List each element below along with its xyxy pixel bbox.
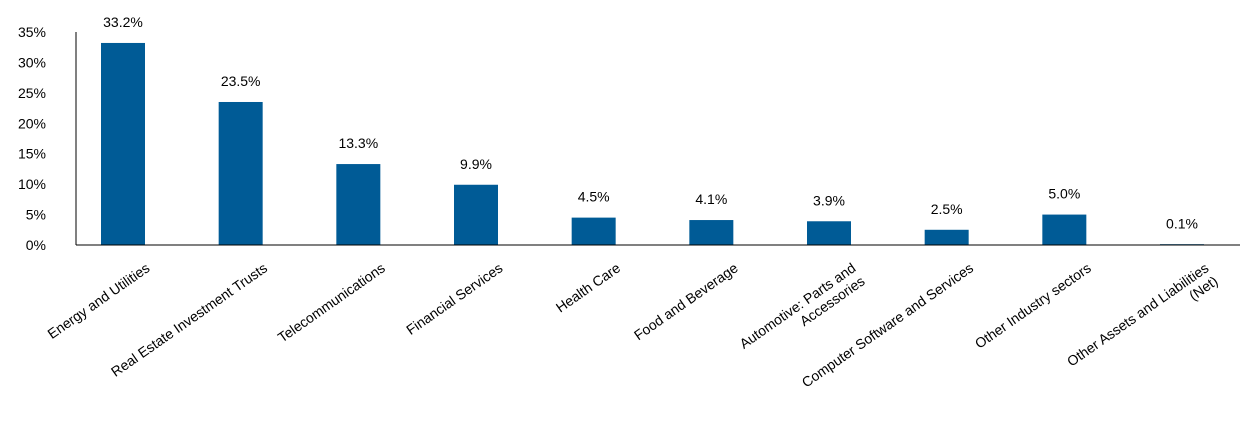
x-category-label-line: Energy and Utilities bbox=[44, 260, 152, 342]
bar bbox=[571, 217, 616, 245]
bar-data-label: 33.2% bbox=[103, 14, 143, 30]
x-category-label-line: Automotive: Parts and bbox=[736, 260, 858, 352]
y-tick-label: 0% bbox=[26, 237, 46, 253]
x-category-label: Other Industry sectors bbox=[972, 260, 1094, 352]
bar bbox=[689, 220, 734, 245]
bar bbox=[101, 42, 145, 245]
bar-data-label: 23.5% bbox=[221, 73, 261, 89]
y-tick-label: 5% bbox=[26, 207, 46, 223]
bar bbox=[336, 164, 381, 245]
bars bbox=[101, 42, 1204, 245]
bar-data-label: 5.0% bbox=[1048, 186, 1080, 202]
x-category-label: Financial Services bbox=[403, 260, 505, 338]
bar-data-label: 9.9% bbox=[460, 156, 492, 172]
bar bbox=[218, 101, 263, 245]
x-category-label-line: Other Industry sectors bbox=[972, 260, 1094, 352]
y-axis-ticks: 0% 5% 10% 15% 20% 25% 30% 35% bbox=[18, 24, 46, 253]
y-tick-label: 35% bbox=[18, 24, 46, 40]
bar-data-label: 3.9% bbox=[813, 192, 845, 208]
bar-data-label: 4.5% bbox=[578, 189, 610, 205]
x-category-label: Health Care bbox=[553, 259, 624, 315]
bar bbox=[807, 221, 851, 245]
bar-data-label: 0.1% bbox=[1166, 215, 1198, 231]
x-category-label-line: Food and Beverage bbox=[631, 259, 741, 343]
bar bbox=[454, 184, 498, 245]
bar bbox=[924, 229, 969, 245]
data-labels: 33.2% 23.5% 13.3% 9.9% 4.5% 4.1% 3.9% 2.5% 5.0% 0… bbox=[103, 14, 1198, 231]
x-category-label: Energy and Utilities bbox=[44, 260, 152, 342]
bar bbox=[1042, 214, 1087, 245]
x-category-label-line: Financial Services bbox=[403, 260, 505, 338]
x-category-label: Telecommunications bbox=[275, 260, 388, 346]
x-category-label: Other Assets and Liabilities(Net) bbox=[1064, 260, 1221, 383]
y-tick-label: 30% bbox=[18, 54, 46, 70]
bar-data-label: 4.1% bbox=[695, 191, 727, 207]
y-tick-label: 20% bbox=[18, 115, 46, 131]
x-category-label-line: Telecommunications bbox=[275, 260, 388, 346]
y-tick-label: 25% bbox=[18, 85, 46, 101]
bar-data-label: 13.3% bbox=[338, 135, 378, 151]
y-tick-label: 15% bbox=[18, 146, 46, 162]
x-category-label-line: Health Care bbox=[553, 259, 624, 315]
y-tick-label: 10% bbox=[18, 176, 46, 192]
bar-data-label: 2.5% bbox=[931, 201, 963, 217]
x-category-label: Food and Beverage bbox=[631, 259, 741, 343]
